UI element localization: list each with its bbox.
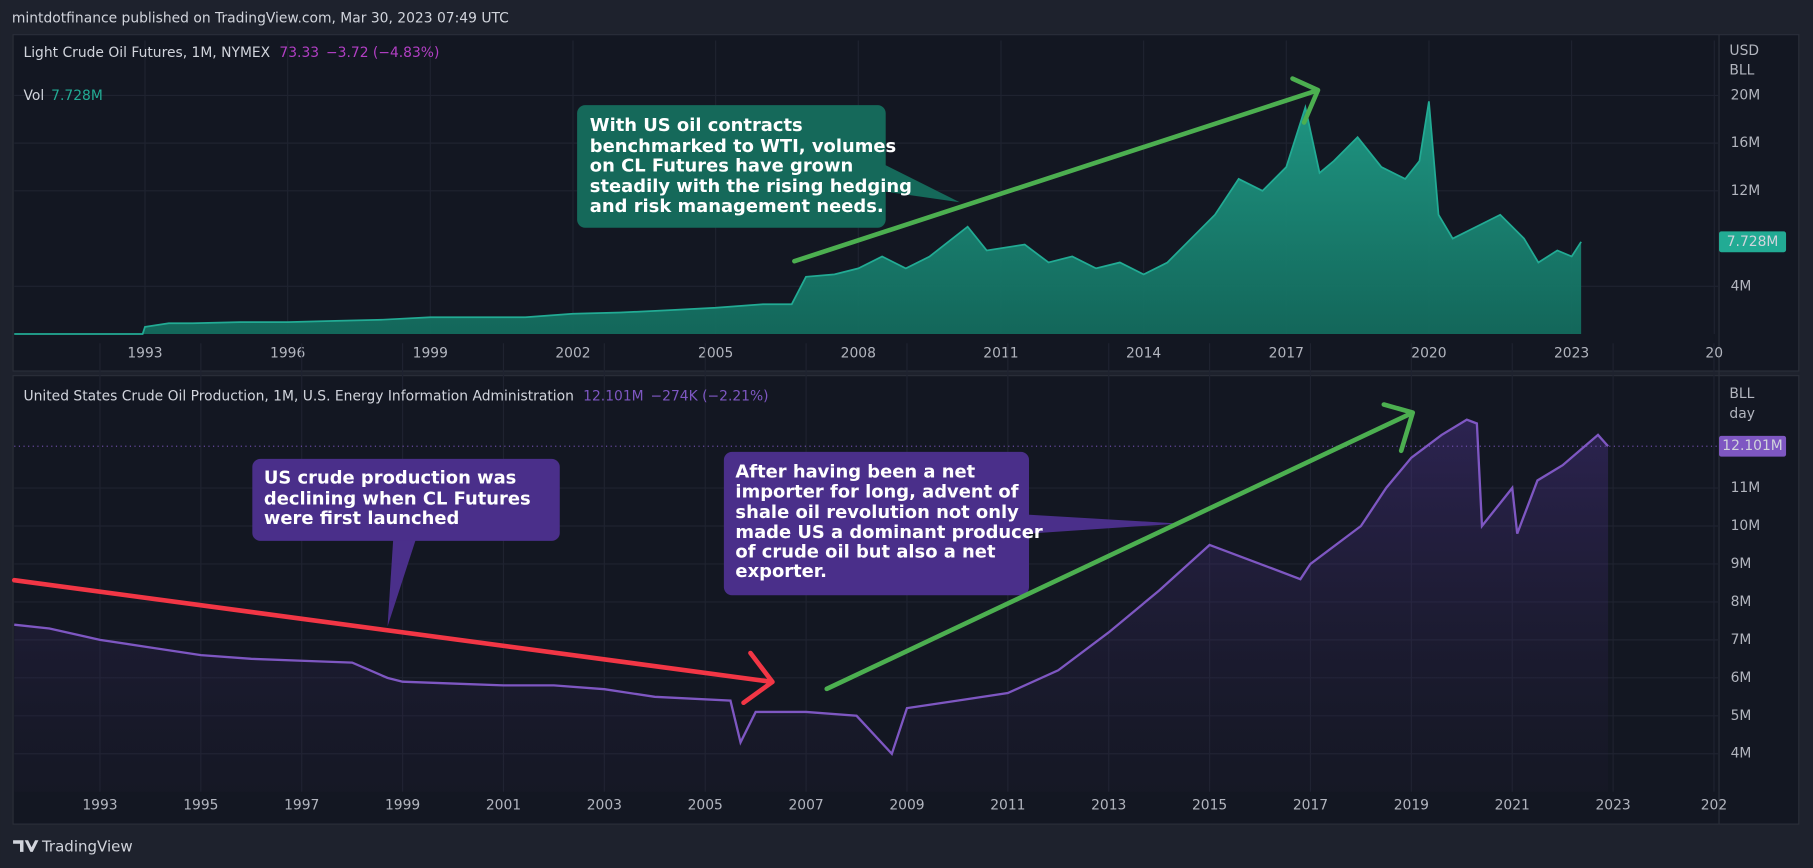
annotation-line: on CL Futures have grown <box>590 155 853 176</box>
y-tick-label: 12M <box>1731 183 1761 199</box>
y-tick-label: 11M <box>1731 480 1761 496</box>
arrow <box>11 577 775 706</box>
annotation-line: and risk management needs. <box>590 196 884 217</box>
annotation-line: made US a dominant producer <box>735 522 1042 543</box>
x-tick-label: 2021 <box>1495 798 1530 814</box>
x-tick-label: 1997 <box>284 798 319 814</box>
x-tick-label: 2023 <box>1595 798 1630 814</box>
y-tick-label: 5M <box>1731 708 1752 724</box>
annotation-line: of crude oil but also a net <box>735 541 996 562</box>
callout-box <box>252 458 560 541</box>
legend: Light Crude Oil Futures, 1M, NYMEX 73.33−… <box>23 45 439 61</box>
x-tick-label: 1993 <box>127 346 162 362</box>
brand: TradingView <box>41 838 133 856</box>
price: 73.33 <box>279 45 319 61</box>
y-tick-label: 9M <box>1731 556 1752 572</box>
annotation-line: exporter. <box>735 561 826 582</box>
x-tick-label: 1999 <box>385 798 420 814</box>
x-tick-label: 2003 <box>587 798 622 814</box>
chart-title: United States Crude Oil Production, 1M, … <box>23 388 573 404</box>
annotation-line: benchmarked to WTI, volumes <box>590 136 896 157</box>
annotation-line: steadily with the rising hedging <box>590 176 912 197</box>
x-tick-label: 2019 <box>1394 798 1429 814</box>
y-tick-label: 8M <box>1731 594 1752 610</box>
area-fill <box>14 101 1582 335</box>
x-tick-label: 1995 <box>183 798 218 814</box>
publisher: mintdotfinance published on TradingView.… <box>12 10 509 26</box>
annotation-line: shale oil revolution not only <box>735 502 1019 523</box>
scale-unit: day <box>1729 406 1755 422</box>
x-tick-label: 2013 <box>1091 798 1126 814</box>
x-tick-label: 1999 <box>413 346 448 362</box>
price-tag-label: 12.101M <box>1722 438 1782 454</box>
y-tick-label: 16M <box>1731 135 1761 151</box>
line-fill <box>14 419 1609 792</box>
line <box>14 418 1609 757</box>
callout-tail <box>387 537 417 627</box>
x-tick-label: 2009 <box>889 798 924 814</box>
area-line <box>14 101 1582 335</box>
x-tick-label: 2001 <box>486 798 521 814</box>
x-tick-label: 2005 <box>688 798 723 814</box>
series-value: 7.728M <box>51 88 103 104</box>
callout-box <box>577 105 886 228</box>
arrows <box>11 76 1416 706</box>
annotation-line: After having been a net <box>735 462 975 483</box>
x-tick-label: 2017 <box>1293 798 1328 814</box>
x-tick-label: 2015 <box>1192 798 1227 814</box>
annotation-line: declining when CL Futures <box>264 488 531 509</box>
chart-title: Light Crude Oil Futures, 1M, NYMEX <box>23 45 270 61</box>
annotation: With US oil contracts benchmarked to WTI… <box>577 105 960 228</box>
y-tick-label: 6M <box>1731 670 1752 686</box>
x-tick-label: 2017 <box>1269 346 1304 362</box>
x-tick-label: 2020 <box>1411 346 1446 362</box>
x-tick-label: 2011 <box>983 346 1018 362</box>
logo <box>13 840 39 852</box>
price-change: −3.72 (−4.83%) <box>326 45 439 61</box>
x-tick-label: 2023 <box>1554 346 1589 362</box>
series-legend: Vol 7.728M <box>23 88 102 104</box>
price-tag-label: 7.728M <box>1727 234 1779 250</box>
y-tick-label: 10M <box>1731 518 1761 534</box>
legend: United States Crude Oil Production, 1M, … <box>23 388 768 404</box>
x-tick-label: 2011 <box>990 798 1025 814</box>
x-tick-label: 1996 <box>270 346 305 362</box>
scale-unit: BLL <box>1729 63 1754 79</box>
x-tick-label: 2005 <box>698 346 733 362</box>
callout-tail <box>1023 514 1180 534</box>
footer: TradingView <box>13 838 133 856</box>
price-tag <box>1719 435 1787 457</box>
x-tick-label: 2002 <box>555 346 590 362</box>
x-tick-label: 2014 <box>1126 346 1161 362</box>
scale-unit: BLL <box>1729 386 1754 402</box>
annotation-line: were first launched <box>264 508 459 529</box>
price-change: −274K (−2.21%) <box>651 388 769 404</box>
arrow <box>792 76 1321 264</box>
x-tick-label: 1993 <box>82 798 117 814</box>
scale-unit: USD <box>1729 43 1759 59</box>
price: 12.101M <box>583 388 643 404</box>
x-tick-label: 2008 <box>841 346 876 362</box>
price-tag <box>1719 231 1787 253</box>
x-tick-label: 202 <box>1701 798 1727 814</box>
y-tick-label: 20M <box>1731 87 1761 103</box>
annotation: US crude production was declining when C… <box>252 458 560 627</box>
y-tick-label: 4M <box>1731 746 1752 762</box>
arrow <box>824 402 1416 692</box>
chart-layer: 1993 1996 1999 2002 2005 2008 2011 2014 2017 2020… <box>14 40 1787 814</box>
annotation-line: US crude production was <box>264 467 516 488</box>
annotation-line: With US oil contracts <box>590 115 803 136</box>
x-tick-label: 2007 <box>788 798 823 814</box>
y-tick-label: 4M <box>1731 278 1752 294</box>
y-tick-label: 7M <box>1731 632 1752 648</box>
annotation: After having been a net importer for lon… <box>723 451 1180 596</box>
series-name: Vol <box>23 88 44 104</box>
callout-box <box>723 451 1030 596</box>
annotation-line: importer for long, advent of <box>735 481 1018 502</box>
